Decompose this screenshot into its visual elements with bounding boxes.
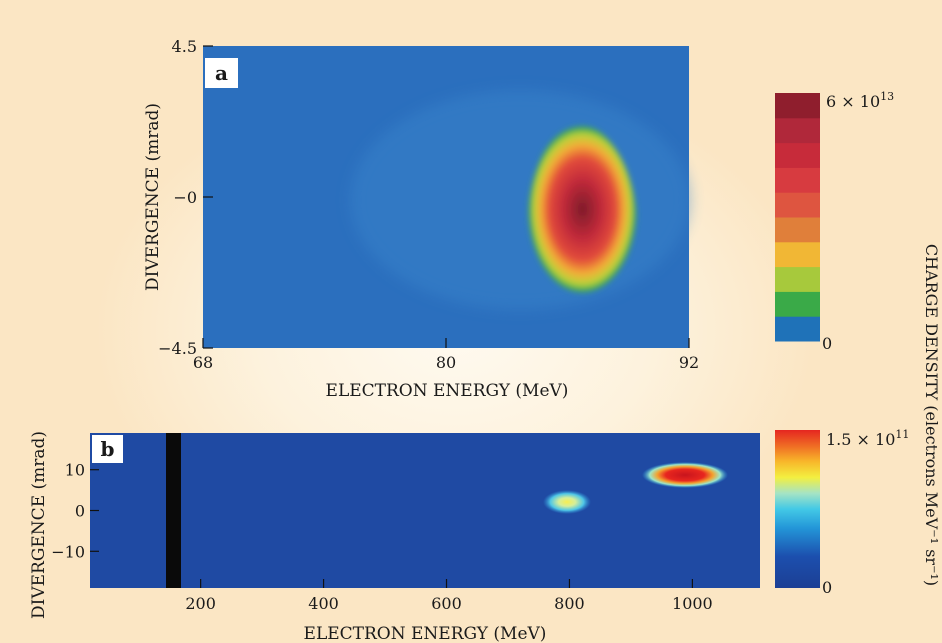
panel-a-colorbar-segment xyxy=(775,142,820,168)
panel-a-colorbar-segment xyxy=(775,192,820,218)
panel-b-y-tick-label: 10 xyxy=(65,461,85,480)
panel-b-colorbar-min-label: 0 xyxy=(822,578,832,597)
panel-a-haze xyxy=(350,90,690,310)
panel-b-y-axis-label: DIVERGENCE (mrad) xyxy=(29,431,49,619)
panel-a-colorbar-max-label: 6 × 1013 xyxy=(826,90,894,111)
panel-b-label: b xyxy=(101,437,115,461)
panel-b-y-tick-label: 0 xyxy=(75,502,85,521)
panel-a: a 68 80 924.5−0−4.5 ELECTRON ENERGY (MeV) … xyxy=(143,37,699,401)
panel-a-y-tick-label: −4.5 xyxy=(158,339,197,358)
panel-a-label-box xyxy=(205,58,238,88)
panel-b: b 200 400 600 800 1000 10 0 −10 ELECTRON ENERGY… xyxy=(29,431,760,643)
panel-a-x-tick-label: 68 xyxy=(193,353,213,372)
colorbar-title: CHARGE DENSITY (electrons MeV⁻¹ sr⁻¹) xyxy=(922,244,941,586)
panel-b-x-tick-label: 1000 xyxy=(672,594,713,613)
panel-b-label-box xyxy=(92,435,123,463)
panel-a-colorbar-segment xyxy=(775,241,820,268)
panel-a-colorbar xyxy=(775,93,820,342)
panel-a-x-tick-label: 80 xyxy=(436,353,456,372)
panel-a-axes: 68 80 92 4.5 −0 −4.5 xyxy=(158,37,699,372)
panel-a-colorbar-segment xyxy=(775,93,820,119)
panel-a-colorbar-segment xyxy=(775,291,820,317)
panel-b-plot-background xyxy=(90,433,760,588)
panel-b-x-tick-label: 800 xyxy=(554,594,585,613)
panel-b-beam-spot-800mev xyxy=(543,490,591,514)
panel-a-colorbar-segment xyxy=(775,217,820,243)
panel-a-colorbar-segment xyxy=(775,167,820,193)
panel-a-y-axis-label: DIVERGENCE (mrad) xyxy=(143,103,163,291)
panel-b-beam-spot-1000mev xyxy=(642,462,728,488)
panel-b-x-tick-label: 400 xyxy=(308,594,339,613)
panel-b-y-tick-label: −10 xyxy=(51,542,85,561)
panel-a-beam-spot xyxy=(527,124,638,294)
panel-a-colorbar-min-label: 0 xyxy=(822,334,832,353)
panel-a-label: a xyxy=(215,61,228,85)
panel-a-colorbar-segment xyxy=(775,266,820,292)
panel-b-x-tick-label: 200 xyxy=(185,594,216,613)
panel-a-y-tick-label: 4.5 xyxy=(172,37,197,56)
panel-b-colorbar-max-label: 1.5 × 1011 xyxy=(826,428,909,449)
panel-a-y-tick-label: −0 xyxy=(173,188,197,207)
panel-a-x-tick-label: 92 xyxy=(679,353,699,372)
panel-b-colorbar xyxy=(775,430,820,588)
panel-b-axes: 200 400 600 800 1000 10 0 −10 xyxy=(51,461,713,613)
panel-a-colorbar-segment xyxy=(775,316,820,342)
panel-b-detector-gap xyxy=(166,433,181,588)
panel-a-x-axis-label: ELECTRON ENERGY (MeV) xyxy=(326,381,569,401)
panel-b-x-tick-label: 600 xyxy=(431,594,462,613)
panel-a-colorbar-segment xyxy=(775,117,820,144)
panel-b-x-axis-label: ELECTRON ENERGY (MeV) xyxy=(304,624,547,643)
